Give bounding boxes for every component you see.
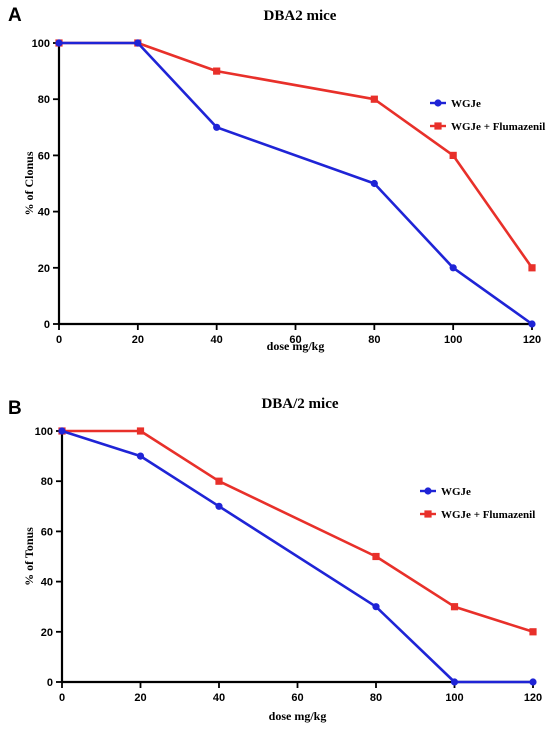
data-point-circle	[55, 39, 63, 47]
panel-letter: A	[8, 5, 22, 26]
data-point-circle	[134, 39, 142, 47]
data-point-square	[136, 427, 145, 435]
y-tick-label: 0	[44, 319, 50, 331]
x-tick-label: 0	[59, 692, 65, 704]
y-tick-label: 20	[41, 627, 53, 639]
legend-marker-square	[424, 510, 432, 518]
data-point-circle	[372, 603, 380, 611]
y-tick-label: 40	[41, 577, 53, 589]
x-tick-label: 20	[132, 334, 144, 346]
x-tick-label: 100	[444, 334, 462, 346]
chart-title: DBA2 mice	[264, 8, 337, 24]
x-tick-label: 40	[211, 334, 223, 346]
panel-letter: B	[8, 398, 22, 419]
x-axis-title: dose mg/kg	[269, 709, 327, 723]
legend-label: WGJe + Flumazenil	[441, 509, 535, 521]
data-point-square	[528, 264, 536, 272]
y-tick-label: 40	[38, 207, 50, 219]
x-axis-title: dose mg/kg	[267, 339, 325, 353]
x-tick-label: 60	[289, 334, 301, 346]
x-tick-label: 120	[523, 334, 541, 346]
data-point-circle	[450, 678, 459, 686]
chart-panel-a: A DBA2 mice 0 20 40 60 80 100 0 20 40 60 80 100 120 dos…	[8, 5, 545, 353]
y-tick-label: 100	[32, 38, 50, 50]
x-tick-label: 80	[368, 334, 380, 346]
data-point-square	[370, 95, 378, 103]
legend-marker-circle	[424, 487, 432, 495]
data-point-square	[529, 628, 537, 636]
series-line-wgje	[59, 41, 533, 326]
data-point-square	[213, 67, 221, 75]
series-line-wgje	[61, 429, 533, 684]
data-point-square	[372, 552, 380, 561]
x-tick-label: 80	[370, 692, 382, 704]
data-point-circle	[58, 427, 66, 435]
data-point-square	[449, 151, 457, 159]
y-tick-label: 60	[41, 526, 53, 538]
x-tick-label: 120	[524, 692, 542, 704]
legend-label: WGJe	[441, 486, 471, 498]
series-line-wgje-flumazenil	[62, 429, 534, 634]
data-point-circle	[528, 320, 536, 328]
x-tick-label: 40	[213, 692, 225, 704]
x-tick-label: 20	[134, 692, 146, 704]
y-tick-label: 20	[38, 263, 50, 275]
y-axis-title: % of Clonus	[22, 151, 36, 215]
y-tick-label: 80	[38, 94, 50, 106]
data-point-circle	[370, 179, 378, 188]
x-tick-label: 60	[291, 692, 303, 704]
data-point-circle	[213, 123, 221, 131]
y-tick-label: 0	[47, 677, 53, 689]
legend-label: WGJe + Flumazenil	[451, 121, 545, 133]
y-tick-label: 100	[35, 426, 53, 438]
legend-marker-square	[434, 122, 442, 130]
y-axis-title: % of Tonus	[22, 527, 36, 586]
legend-marker-circle	[434, 99, 442, 107]
data-point-square	[215, 477, 223, 485]
data-point-circle	[449, 264, 457, 272]
data-point-circle	[215, 502, 223, 510]
data-point-circle	[529, 678, 537, 686]
data-point-square	[450, 603, 459, 611]
y-tick-label: 60	[38, 150, 50, 162]
chart-title: DBA/2 mice	[261, 396, 338, 412]
legend-label: WGJe	[451, 98, 481, 110]
x-tick-label: 100	[445, 692, 463, 704]
x-tick-label: 0	[56, 334, 62, 346]
y-tick-label: 80	[41, 476, 53, 488]
chart-panel-b: B DBA/2 mice 0 20 40 60 80 100 0 20 40 60 80 100 120 do…	[8, 396, 542, 723]
data-point-circle	[136, 452, 145, 460]
